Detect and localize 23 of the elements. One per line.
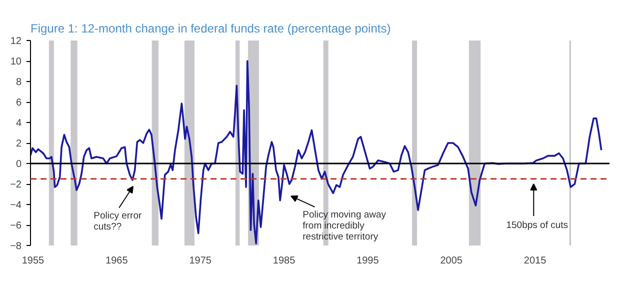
y-tick-label: 6 bbox=[16, 98, 22, 108]
x-tick-label: 1975 bbox=[189, 256, 212, 266]
y-tick-label: 0 bbox=[16, 159, 22, 170]
y-tick-label: 12 bbox=[10, 36, 22, 47]
x-tick-label: 1995 bbox=[356, 256, 380, 266]
y-tick-label: −8 bbox=[10, 241, 22, 252]
y-tick-label: 8 bbox=[16, 77, 22, 88]
y-tick-label: 4 bbox=[16, 118, 22, 129]
x-tick-label: 1955 bbox=[22, 256, 45, 266]
y-tick-label: −6 bbox=[10, 220, 22, 232]
x-tick-label: 2015 bbox=[524, 256, 547, 266]
line-series bbox=[30, 60, 602, 244]
y-tick-label: −4 bbox=[10, 200, 22, 211]
y-tick-label: 2 bbox=[16, 138, 22, 150]
x-tick-label: 2005 bbox=[440, 256, 463, 266]
y-tick-label: 10 bbox=[10, 56, 22, 68]
annotation: Policy moving away from incredibly restrictive territory bbox=[302, 210, 386, 243]
y-tick-label: −2 bbox=[10, 180, 22, 190]
x-tick-label: 1965 bbox=[106, 256, 128, 266]
annotation: 150bps of cuts bbox=[506, 220, 568, 231]
chart-title: Figure 1: 12-month change in federal funds rate (percentage points) bbox=[30, 22, 391, 36]
x-tick-label: 1985 bbox=[272, 256, 296, 266]
annotation: Policy error cuts?? bbox=[94, 210, 142, 233]
